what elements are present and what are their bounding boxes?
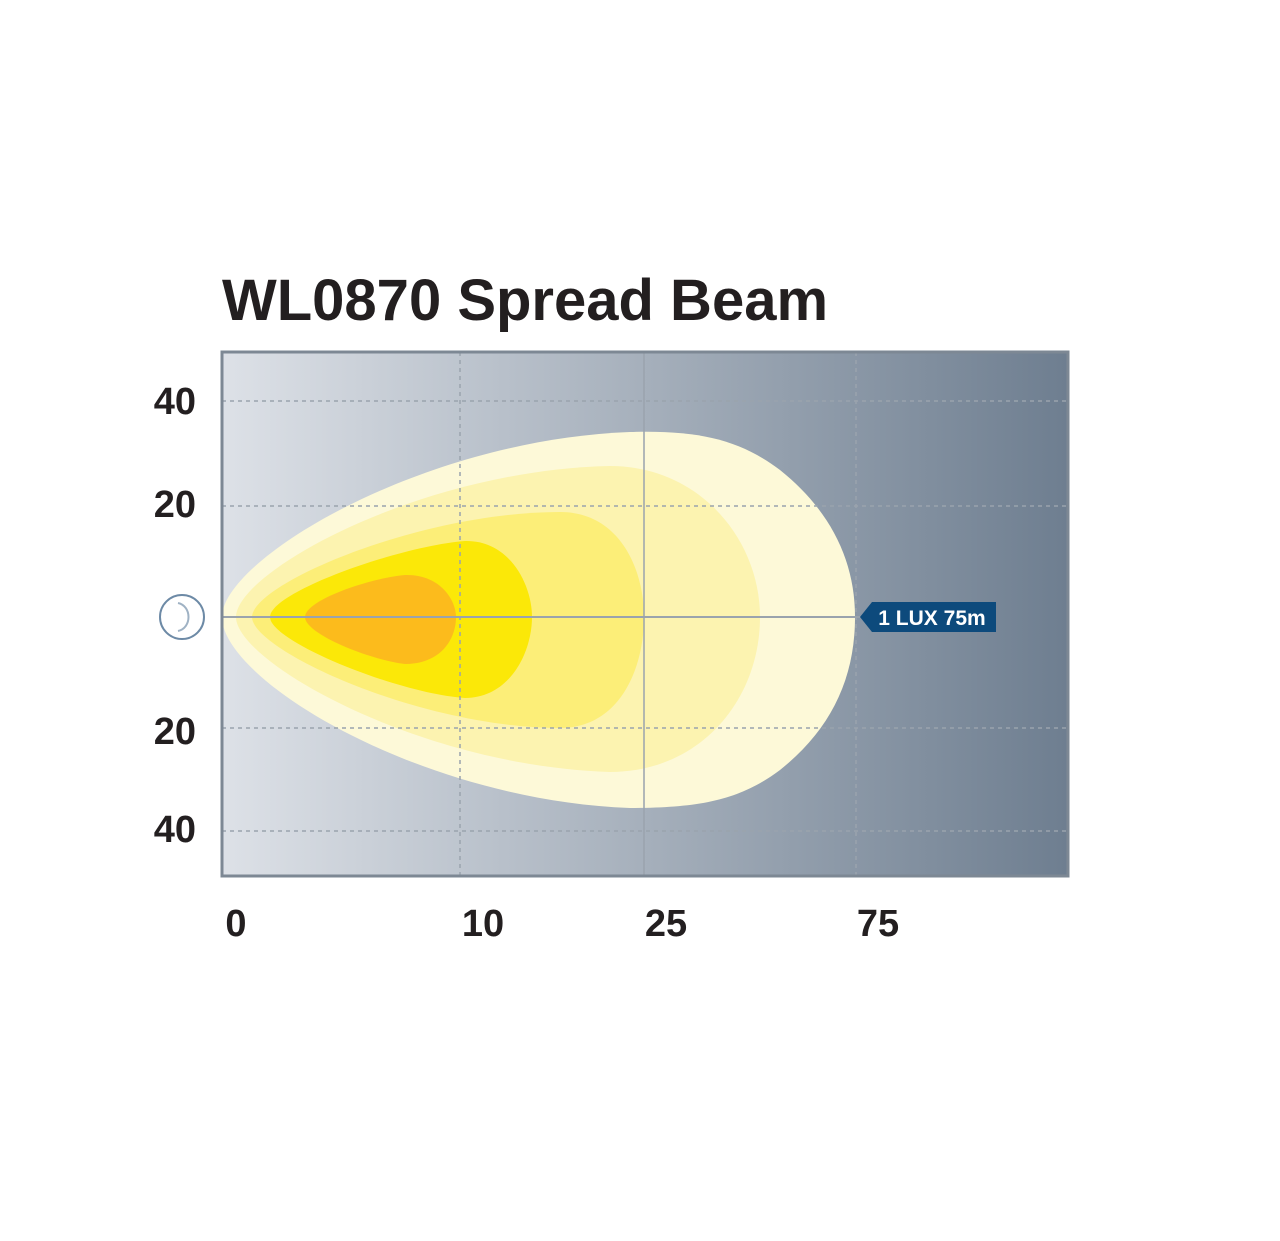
y-tick-label-20-top: 20 [153,484,196,526]
light-source-icon [159,594,205,640]
y-tick-label-40-top: 40 [153,381,196,423]
y-tick-label-40-bottom: 40 [153,809,196,851]
x-tick-label-0: 0 [225,903,247,945]
x-tick-label-10: 10 [461,903,505,945]
y-tick-label-20-bottom: 20 [153,711,196,753]
beam-zone-core [305,574,456,664]
x-tick-label-25: 25 [644,903,688,945]
plot-border [220,350,1070,878]
grid-lines [222,352,1068,876]
lux-distance-label: 1 LUX 75m [878,607,985,630]
lux-distance-badge: 1 LUX 75m [860,602,996,632]
diagram-title: WL0870 Spread Beam [222,268,829,333]
x-tick-label-75: 75 [856,903,900,945]
